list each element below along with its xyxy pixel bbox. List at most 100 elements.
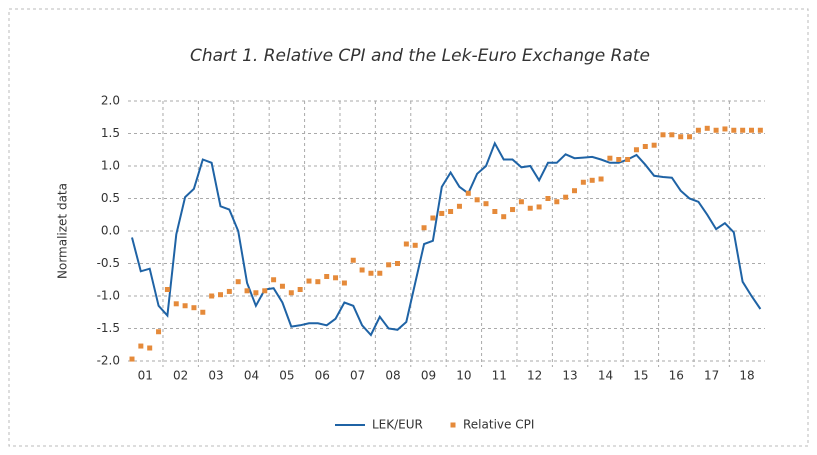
- cpi-marker: [421, 225, 427, 231]
- x-tick-label: 17: [704, 369, 719, 383]
- cpi-marker: [235, 279, 241, 285]
- cpi-marker: [722, 126, 728, 132]
- y-tick-label: -1.0: [97, 289, 120, 303]
- frame: [8, 8, 809, 447]
- y-tick-label: 2.0: [101, 94, 120, 108]
- cpi-marker: [651, 142, 657, 148]
- cpi-marker: [253, 290, 259, 296]
- cpi-marker: [510, 207, 516, 213]
- cpi-marker: [147, 345, 153, 351]
- cpi-marker: [536, 204, 542, 210]
- x-tick-label: 04: [244, 369, 259, 383]
- cpi-marker: [288, 290, 294, 296]
- x-tick-label: 10: [456, 369, 471, 383]
- cpi-marker: [518, 199, 524, 205]
- cpi-marker: [395, 261, 400, 266]
- x-tick-label: 14: [598, 369, 613, 383]
- cpi-marker: [200, 309, 206, 315]
- cpi-marker: [182, 303, 188, 309]
- y-tick-label: -0.5: [97, 256, 120, 270]
- x-tick-label: 03: [208, 369, 223, 383]
- cpi-marker: [324, 274, 330, 279]
- x-tick-label: 15: [633, 369, 648, 383]
- x-tick-label: 16: [669, 369, 684, 383]
- cpi-marker: [616, 157, 622, 162]
- cpi-marker: [218, 292, 223, 298]
- y-tick-label: 1.0: [101, 159, 120, 173]
- cpi-marker: [306, 278, 312, 284]
- cpi-marker: [545, 196, 551, 201]
- cpi-marker: [226, 288, 232, 294]
- cpi-marker: [191, 305, 197, 311]
- cpi-marker: [164, 287, 170, 292]
- y-tick-label: 0.0: [101, 224, 120, 238]
- cpi-marker: [412, 242, 418, 248]
- cpi-marker: [448, 209, 454, 214]
- cpi-marker: [607, 155, 613, 161]
- cpi-marker: [403, 241, 409, 247]
- cpi-marker: [129, 356, 135, 362]
- cpi-marker: [244, 288, 250, 294]
- cpi-marker: [456, 203, 462, 209]
- cpi-marker: [740, 127, 746, 133]
- cpi-marker: [633, 147, 639, 153]
- legend-label: Relative CPI: [463, 418, 534, 432]
- cpi-marker: [669, 132, 675, 138]
- x-tick-label: 06: [315, 369, 330, 383]
- cpi-marker: [563, 194, 569, 200]
- cpi-marker: [527, 205, 533, 211]
- cpi-marker: [271, 277, 277, 283]
- cpi-marker: [465, 190, 471, 196]
- cpi-marker: [209, 293, 215, 299]
- chart-title: Chart 1. Relative CPI and the Lek-Euro E…: [190, 46, 650, 66]
- x-tick-label: 11: [492, 369, 507, 383]
- cpi-marker: [156, 329, 162, 335]
- y-tick-label: 1.5: [101, 126, 120, 140]
- cpi-marker: [704, 125, 710, 131]
- y-tick-label: -2.0: [97, 354, 120, 368]
- y-axis-label: Normalizet data: [56, 183, 70, 279]
- cpi-marker: [501, 214, 507, 220]
- cpi-marker: [572, 188, 577, 194]
- cpi-marker: [173, 301, 179, 307]
- cpi-marker: [297, 287, 303, 292]
- x-tick-label: 12: [527, 369, 542, 383]
- cpi-marker: [713, 127, 719, 133]
- cpi-marker: [386, 262, 392, 268]
- cpi-marker: [333, 275, 339, 281]
- cpi-marker: [554, 199, 560, 205]
- y-tick-label: -1.5: [97, 321, 120, 335]
- cpi-marker: [474, 197, 480, 203]
- x-tick-label: 13: [562, 369, 577, 383]
- cpi-marker: [678, 134, 684, 140]
- x-tick-label: 09: [421, 369, 436, 383]
- cpi-marker: [492, 209, 498, 214]
- cpi-marker: [589, 177, 595, 183]
- x-tick-label: 18: [739, 369, 754, 383]
- cpi-marker: [377, 270, 383, 276]
- cpi-marker: [315, 279, 321, 285]
- x-tick-label: 07: [350, 369, 365, 383]
- cpi-marker: [368, 270, 374, 276]
- cpi-marker: [598, 176, 604, 182]
- x-tick-label: 01: [138, 369, 153, 383]
- cpi-marker: [687, 134, 693, 140]
- y-tick-label: 0.5: [101, 191, 120, 205]
- cpi-marker: [279, 283, 285, 289]
- cpi-marker: [580, 179, 586, 185]
- legend-swatch: [450, 422, 456, 428]
- cpi-marker: [660, 132, 666, 138]
- cpi-marker: [483, 201, 489, 207]
- x-tick-label: 08: [385, 369, 400, 383]
- legend-label: LEK/EUR: [372, 418, 423, 432]
- x-tick-label: 05: [279, 369, 294, 383]
- cpi-marker: [350, 257, 356, 263]
- cpi-marker: [757, 127, 763, 133]
- cpi-marker: [731, 127, 737, 133]
- cpi-marker: [138, 343, 144, 349]
- cpi-marker: [625, 157, 631, 162]
- cpi-marker: [695, 127, 701, 133]
- line-series: [131, 140, 762, 337]
- cpi-marker: [359, 267, 365, 273]
